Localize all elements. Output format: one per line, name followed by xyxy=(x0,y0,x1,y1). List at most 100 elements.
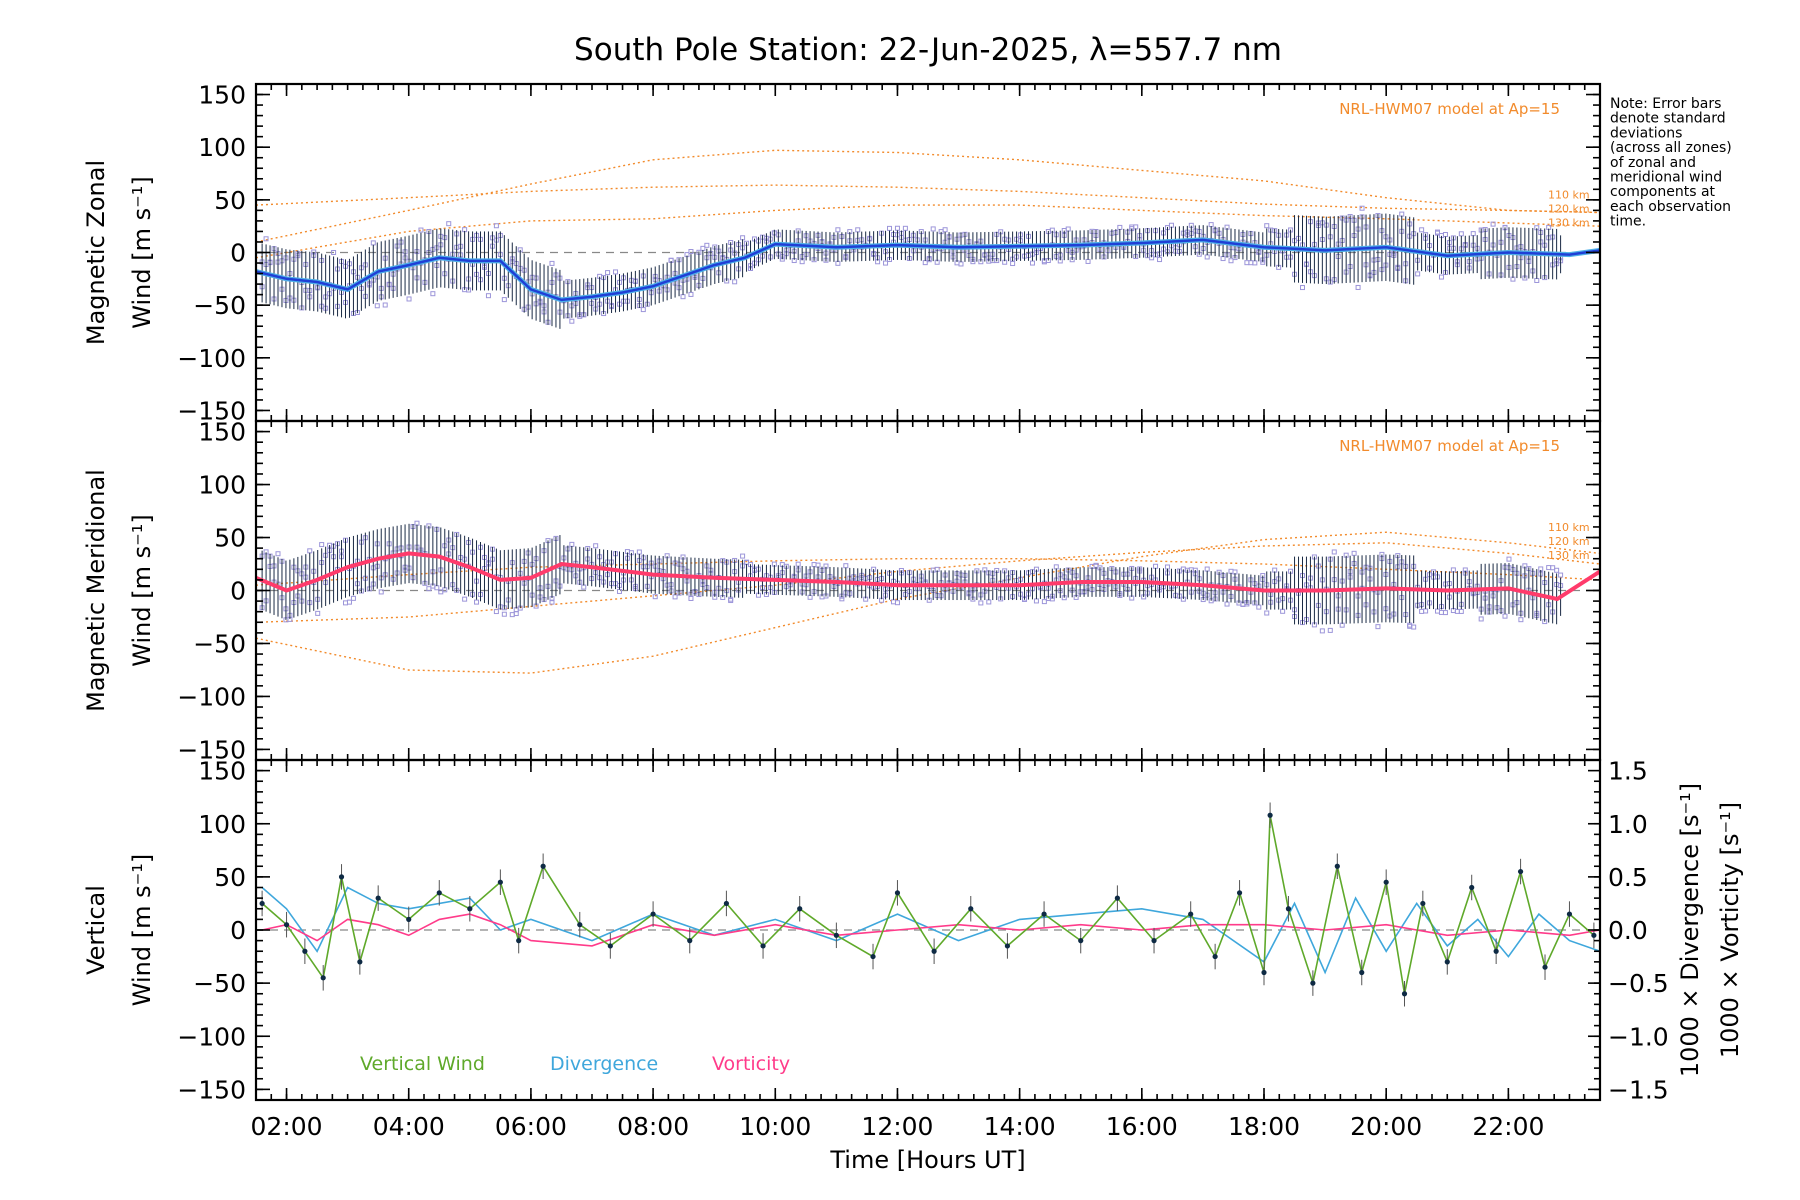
zone-point xyxy=(1470,231,1476,237)
y-tick-label: 0 xyxy=(230,916,246,945)
zone-point xyxy=(902,225,908,231)
x-tick-label: 04:00 xyxy=(373,1112,445,1141)
zone-point xyxy=(1506,556,1512,562)
zone-point xyxy=(501,297,507,303)
zone-point xyxy=(1458,231,1464,237)
y-tick-label: 0 xyxy=(230,239,246,268)
zone-point xyxy=(350,595,356,601)
x-axis: 02:00 04:00 06:00 08:00 10:00 12:00 14:00 16:00… xyxy=(251,1112,1545,1174)
zone-point xyxy=(275,551,281,557)
zone-point xyxy=(835,227,841,233)
zone-point xyxy=(1419,608,1425,614)
zone-point xyxy=(1411,624,1417,630)
zone-point xyxy=(1407,623,1413,629)
vertical-wind-point xyxy=(760,943,766,949)
zone-point xyxy=(1434,608,1440,614)
zone-point xyxy=(1534,277,1540,283)
zone-point xyxy=(1228,568,1234,574)
vertical-wind-point xyxy=(1078,938,1084,944)
zone-point xyxy=(1415,271,1421,277)
vertical-wind-point xyxy=(1261,969,1267,976)
y-tick-label: −50 xyxy=(193,969,246,998)
zone-point xyxy=(319,542,325,548)
zone-point xyxy=(307,548,313,554)
vertical-wind-point xyxy=(1212,953,1218,960)
y-tick-label: 100 xyxy=(198,810,246,839)
zone-point xyxy=(1164,564,1170,570)
x-tick-label: 08:00 xyxy=(617,1112,689,1141)
vertical-wind-point xyxy=(516,938,522,944)
vertical-wind-point xyxy=(833,932,839,938)
y-axis-label-line2: Wind [m s⁻¹] xyxy=(128,854,156,1006)
y-tick-label: −100 xyxy=(177,344,246,373)
y-tick-label: 100 xyxy=(198,471,246,500)
zone-point xyxy=(418,227,424,233)
zone-point xyxy=(704,242,710,248)
vertical-wind-point xyxy=(1041,911,1047,917)
zone-point xyxy=(442,587,448,593)
right-tick-label: −0.5 xyxy=(1608,969,1669,998)
zone-point xyxy=(1153,563,1159,569)
vertical-wind-point xyxy=(968,906,974,912)
zone-point xyxy=(688,291,694,297)
y-tick-label: 50 xyxy=(214,186,246,215)
vertical-wind-point xyxy=(1517,868,1524,875)
zone-point xyxy=(1204,566,1210,572)
zone-point xyxy=(605,270,611,276)
vertical-wind-point xyxy=(497,879,503,885)
zone-point xyxy=(922,260,928,266)
zone-point xyxy=(1244,260,1250,266)
zone-point xyxy=(688,595,694,601)
zone-point xyxy=(740,235,746,241)
zone-point xyxy=(263,236,269,242)
zone-point xyxy=(1375,624,1381,630)
zone-point xyxy=(732,279,738,285)
vertical-wind-point xyxy=(723,900,730,907)
zone-point xyxy=(811,562,817,568)
zone-point xyxy=(549,260,555,266)
right-tick-label: 0.5 xyxy=(1608,863,1648,892)
legend-divergence: Divergence xyxy=(550,1053,658,1075)
model-curve-130km xyxy=(255,558,1601,586)
zone-point xyxy=(700,245,706,251)
vertical-wind-point xyxy=(1542,964,1548,970)
vertical-wind-point xyxy=(577,922,583,928)
zone-point xyxy=(331,249,337,255)
zone-point xyxy=(1438,609,1444,615)
zone-point xyxy=(613,269,619,275)
zone-point xyxy=(688,248,694,254)
altitude-label: 130 km xyxy=(1548,549,1590,562)
zone-point xyxy=(1065,226,1071,232)
zone-point xyxy=(740,553,746,559)
vertical-wind-point xyxy=(650,911,656,917)
zone-point xyxy=(1558,572,1564,578)
zone-point xyxy=(795,561,801,567)
model-curve-110km xyxy=(255,531,1601,674)
x-ticks xyxy=(270,84,1601,421)
note-line: denote standard xyxy=(1610,111,1726,127)
vertical-wind-point xyxy=(1420,900,1426,907)
zone-point xyxy=(1280,608,1286,614)
x-tick-label: 10:00 xyxy=(739,1112,811,1141)
right-tick-label: −1.0 xyxy=(1608,1022,1669,1051)
zone-point xyxy=(1085,258,1091,264)
zone-point xyxy=(883,260,889,266)
zone-point xyxy=(1256,604,1262,610)
vertical-wind-point xyxy=(1591,932,1597,938)
panel-vertical: Vertical Wind Divergence Vorticity 1.5 1.0 0.… xyxy=(82,757,1744,1105)
y-axis: 150 100 50 0 −50 −100 −150 xyxy=(177,418,1600,764)
error-bars xyxy=(261,213,1562,329)
zone-point xyxy=(1438,274,1444,280)
altitude-label: 120 km xyxy=(1548,535,1590,548)
zone-point xyxy=(1399,211,1405,217)
zone-point xyxy=(1053,564,1059,570)
x-tick-label: 18:00 xyxy=(1228,1112,1300,1141)
zone-point xyxy=(549,599,555,605)
zone-point xyxy=(894,600,900,606)
zone-point xyxy=(1117,224,1123,230)
zone-point xyxy=(1502,613,1508,619)
vertical-wind-point xyxy=(687,938,693,944)
vertical-wind-point xyxy=(375,895,381,901)
zone-point xyxy=(1442,610,1448,616)
model-label: NRL-HWM07 model at Ap=15 xyxy=(1339,437,1560,455)
